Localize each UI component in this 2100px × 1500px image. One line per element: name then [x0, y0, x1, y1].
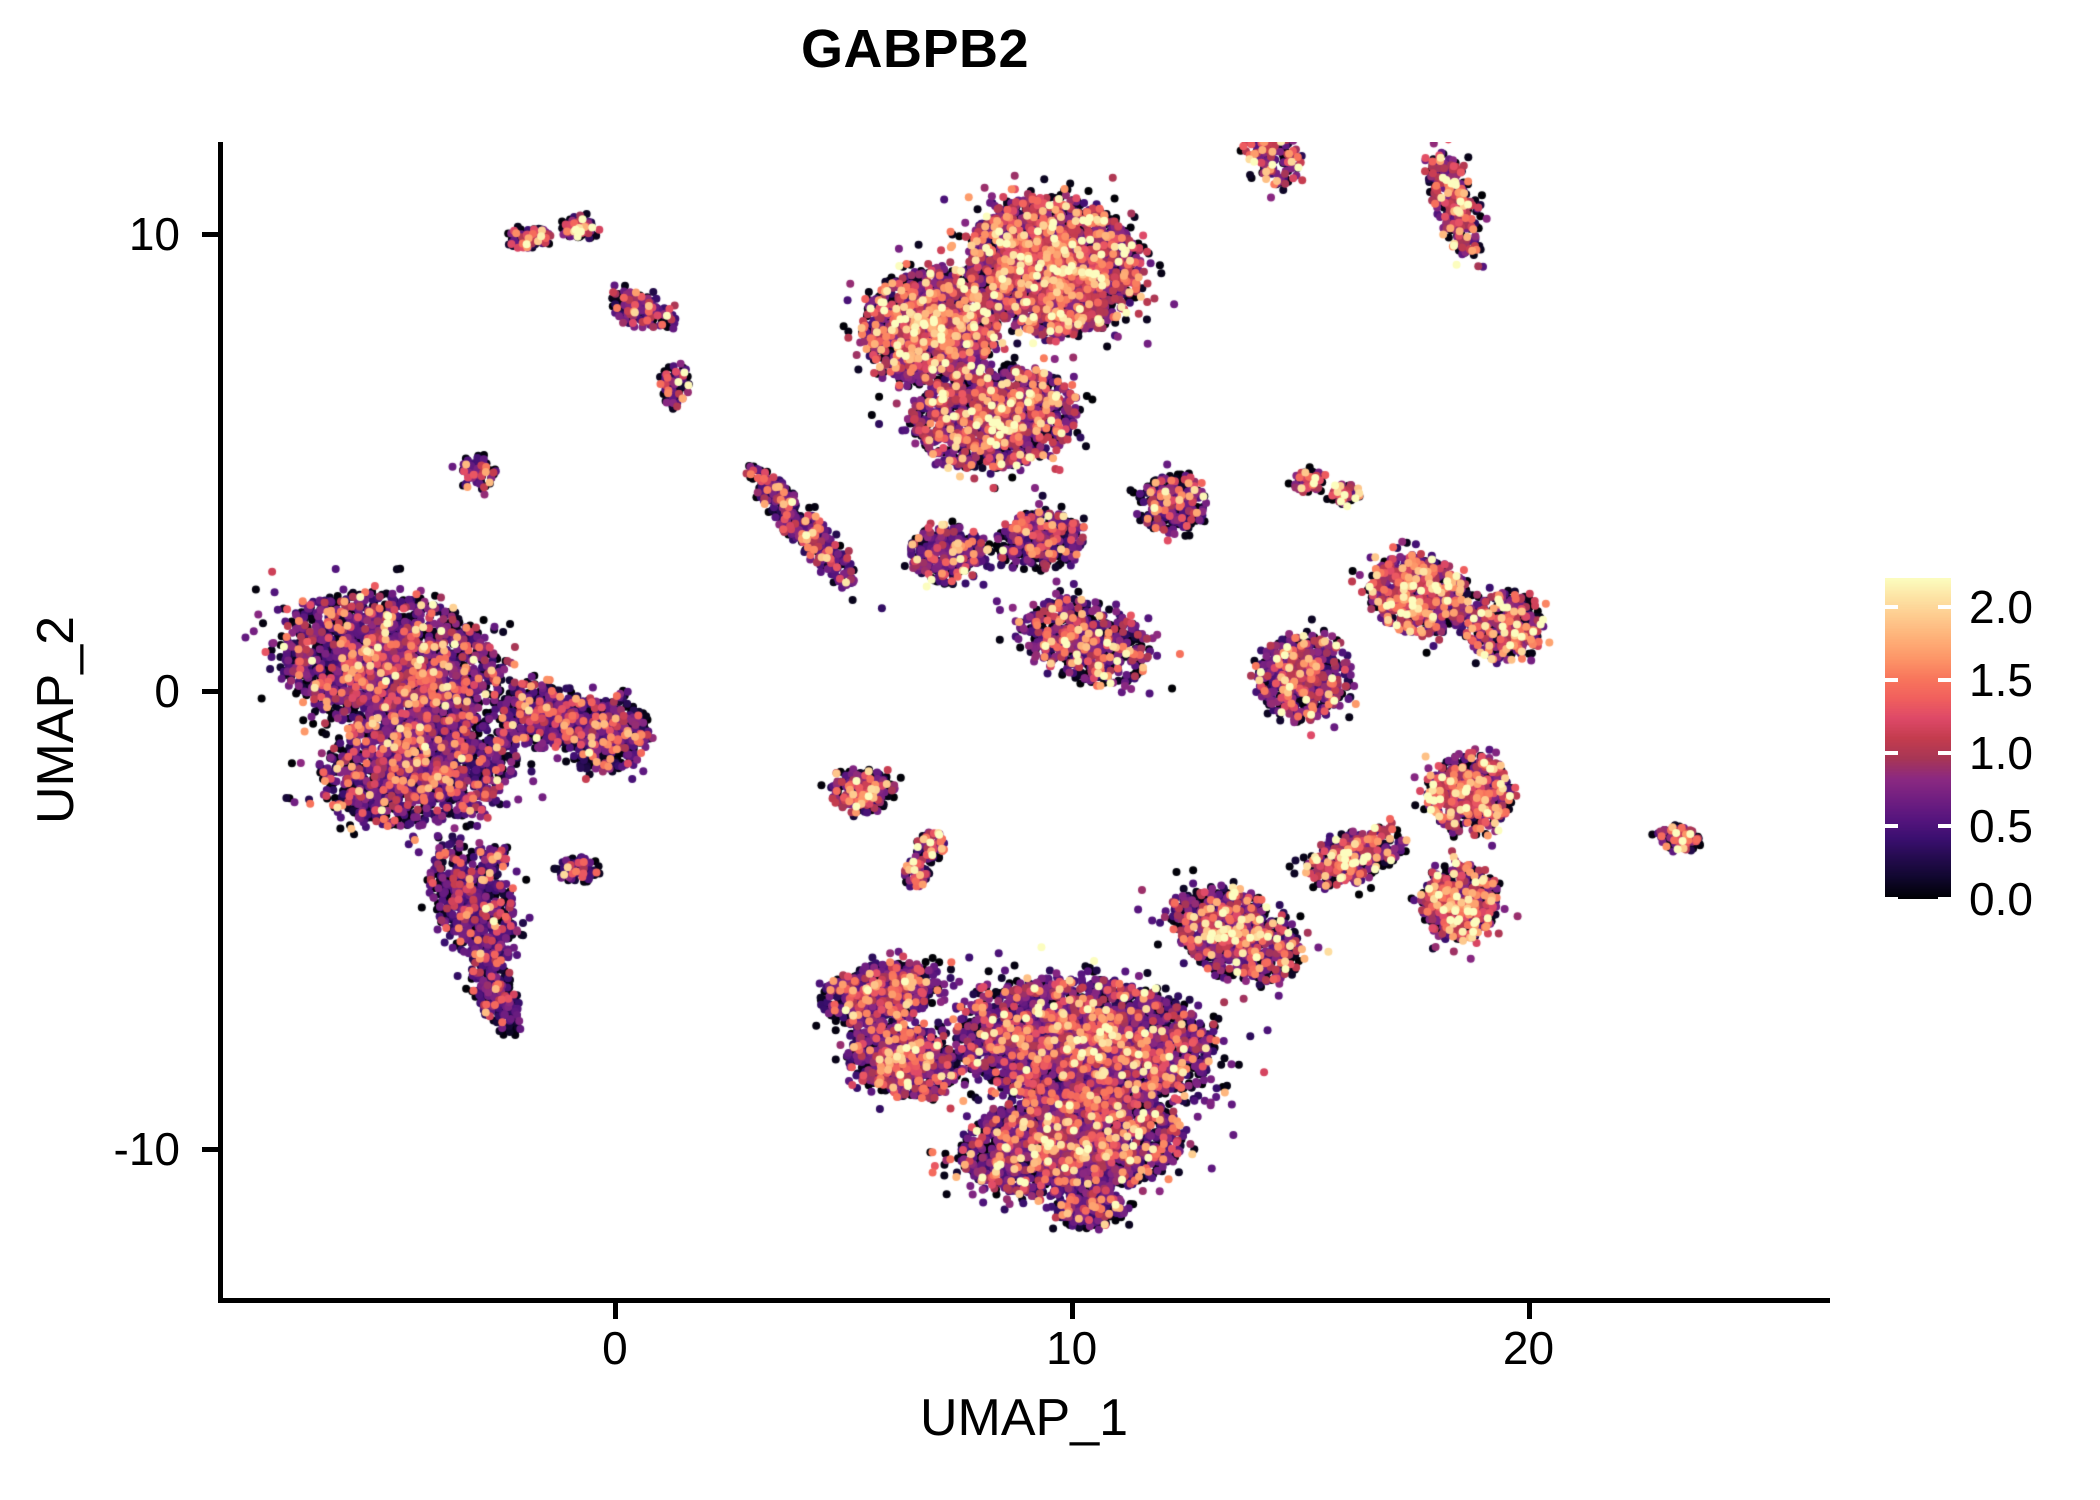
colorbar-gradient [1885, 578, 1951, 899]
colorbar-label-0.5: 0.5 [1969, 800, 2033, 853]
colorbar-tick-0.0 [1885, 897, 1898, 901]
y-tick-mark--10 [202, 1146, 218, 1152]
x-axis-line [218, 1298, 1830, 1303]
colorbar-tick-1.0 [1885, 751, 1898, 756]
x-tick-label-10: 10 [1046, 1322, 1098, 1374]
colorbar-tick-0.5 [1938, 824, 1951, 829]
x-tick-label-0: 0 [602, 1322, 628, 1374]
x-tick-label-20: 20 [1502, 1322, 1555, 1374]
colorbar-legend: 2.0 1.5 1.0 0.5 0.0 [1885, 578, 2085, 922]
y-tick-mark-0 [202, 689, 218, 695]
plot-panel [222, 142, 1830, 1300]
x-tick-mark-0 [612, 1303, 618, 1319]
y-axis-title: UMAP_2 [27, 615, 85, 825]
y-tick-label-10: 10 [128, 207, 180, 260]
y-axis-line [218, 142, 223, 1303]
colorbar-label-0.0: 0.0 [1969, 873, 2033, 925]
page-title: GABPB2 [800, 19, 1030, 79]
colorbar-label-1.0: 1.0 [1969, 727, 2033, 780]
colorbar-tick-1.0 [1938, 751, 1951, 756]
x-tick-mark-20 [1526, 1303, 1532, 1319]
colorbar-label-2.0: 2.0 [1969, 581, 2033, 634]
scatter-points-canvas [222, 142, 1830, 1300]
x-tick-mark-10 [1069, 1303, 1075, 1319]
colorbar-tick-0.0 [1938, 897, 1951, 901]
x-axis-title: UMAP_1 [919, 1389, 1129, 1447]
colorbar-tick-0.5 [1885, 824, 1898, 829]
colorbar-tick-2.0 [1938, 605, 1951, 610]
y-tick-label--10: -10 [113, 1122, 180, 1175]
y-tick-mark-10 [202, 231, 218, 237]
colorbar-tick-1.5 [1885, 678, 1898, 683]
colorbar-tick-1.5 [1938, 678, 1951, 683]
colorbar-tick-2.0 [1885, 605, 1898, 610]
y-tick-label-0: 0 [154, 665, 180, 718]
colorbar-label-1.5: 1.5 [1969, 654, 2033, 707]
